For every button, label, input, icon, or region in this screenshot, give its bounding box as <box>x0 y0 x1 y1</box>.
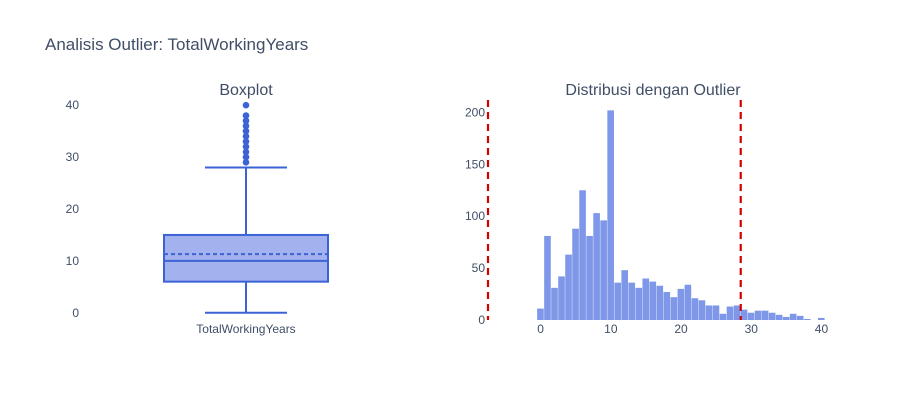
histogram-panel: 0 50 100 150 200 0 10 20 30 40 <box>465 100 828 336</box>
histogram-title: Distribusi dengan Outlier <box>565 82 741 99</box>
histogram-x-tick: 40 <box>815 322 829 336</box>
histogram-bar <box>733 305 741 320</box>
histogram-bar <box>607 110 614 321</box>
histogram-bar <box>565 254 572 320</box>
histogram-bar <box>544 235 551 320</box>
histogram-x-tick: 10 <box>604 322 618 336</box>
histogram-bar <box>719 313 727 320</box>
histogram-y-tick: 50 <box>472 261 486 275</box>
histogram-bar <box>621 270 629 320</box>
outlier-point <box>242 148 250 156</box>
histogram-bar <box>649 281 657 320</box>
histogram-bar <box>740 309 748 320</box>
outlier-point <box>242 117 250 125</box>
boxplot-title: Boxplot <box>219 82 273 99</box>
histogram-bar <box>754 310 762 320</box>
histogram-bar <box>761 310 769 320</box>
histogram-bar <box>768 312 776 320</box>
histogram-bar <box>789 313 797 320</box>
histogram-bar <box>586 235 593 320</box>
boxplot-y-tick: 20 <box>66 202 80 216</box>
histogram-bar <box>726 306 734 320</box>
boxplot-panel: 0 10 20 30 40 TotalWorkingYears <box>66 98 329 336</box>
interquartile-box <box>163 233 329 283</box>
histogram-bar <box>600 220 607 320</box>
histogram-bar <box>670 297 678 320</box>
outlier-point <box>242 153 250 161</box>
boxplot-y-tick: 40 <box>66 98 80 112</box>
histogram-bar <box>677 288 685 320</box>
histogram-y-tick: 100 <box>465 209 485 223</box>
histogram-bar <box>712 305 720 320</box>
outlier-point <box>242 143 250 151</box>
histogram-bar <box>593 213 600 320</box>
histogram-bar <box>579 190 586 320</box>
histogram-bar <box>656 285 664 320</box>
histogram-bar <box>663 291 671 320</box>
outlier-point <box>242 158 250 166</box>
outlier-point <box>242 101 250 109</box>
outlier-point <box>242 112 250 119</box>
histogram-bar <box>642 278 650 320</box>
histogram-bar <box>803 318 811 320</box>
histogram-x-tick: 20 <box>674 322 688 336</box>
outlier-point <box>242 122 250 130</box>
outlier-point <box>242 127 250 135</box>
boxplot-x-tick: TotalWorkingYears <box>196 322 295 336</box>
histogram-x-tick: 30 <box>745 322 759 336</box>
histogram-bar <box>747 312 755 320</box>
boxplot-y-tick: 30 <box>66 150 80 164</box>
histogram-bar <box>635 287 643 320</box>
histogram-bar <box>691 298 699 320</box>
histogram-bar <box>817 317 825 320</box>
outlier-point <box>242 133 250 140</box>
boxplot-y-tick: 0 <box>72 306 79 320</box>
histogram-bar <box>551 287 558 320</box>
figure-title: Analisis Outlier: TotalWorkingYears <box>45 35 308 54</box>
histogram-bar <box>775 314 783 320</box>
histogram-bar <box>782 316 790 320</box>
histogram-bar <box>572 228 579 320</box>
histogram-x-tick: 0 <box>537 322 544 336</box>
histogram-bar <box>796 315 804 320</box>
histogram-bar <box>558 276 565 320</box>
histogram-y-tick: 200 <box>465 105 485 119</box>
histogram-bar <box>614 282 621 320</box>
outlier-point <box>242 138 250 145</box>
histogram-bar <box>684 284 692 320</box>
histogram-y-tick: 150 <box>465 157 485 171</box>
histogram-bar <box>705 305 713 320</box>
histogram-bar <box>628 282 636 320</box>
histogram-y-tick: 0 <box>478 313 485 327</box>
histogram-bar <box>537 308 544 320</box>
histogram-bar <box>698 300 706 320</box>
boxplot-y-tick: 10 <box>66 254 80 268</box>
